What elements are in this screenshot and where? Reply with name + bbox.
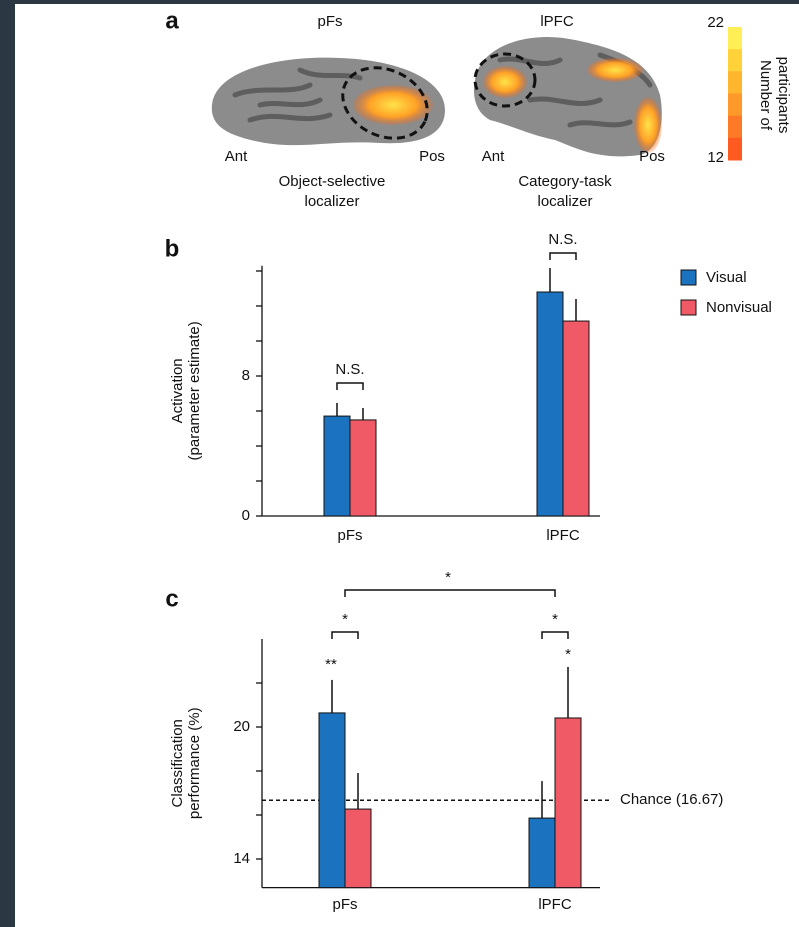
figure: 22 12 Number ofparticipants a pFs lPFC Ant… [0,0,799,927]
bar [555,718,581,888]
annotation: * [552,611,558,628]
caption: localizer [537,193,592,210]
panel-label: c [165,585,178,612]
colorbar-step [728,71,742,94]
bar [563,321,589,516]
direction-label: Ant [482,148,505,165]
bar [324,416,350,516]
x-tick-label: pFs [332,896,357,913]
colorbar-step [728,138,742,161]
x-tick-label: lPFC [538,896,572,913]
brain-title: lPFC [540,13,574,30]
direction-label: Pos [419,148,445,165]
annotation: N.S. [548,231,577,248]
y-tick-label: 20 [233,718,250,735]
legend-swatch [681,270,696,285]
caption: localizer [304,193,359,210]
annotation: * [565,646,571,663]
legend-swatch [681,300,696,315]
colorbar-label: participants [775,57,792,134]
direction-label: Pos [639,148,665,165]
colorbar-step [728,116,742,139]
annotation: ** [325,656,337,673]
bar [345,809,371,888]
caption: Object-selective [279,173,386,190]
x-tick-label: lPFC [546,527,580,544]
bar [537,292,563,516]
colorbar-step [728,27,742,50]
legend-label: Nonvisual [706,299,772,316]
bar [529,818,555,888]
panel-label: a [165,7,179,34]
brain-title: pFs [317,13,342,30]
y-axis-label: Activation [169,358,186,423]
annotation: N.S. [335,361,364,378]
colorbar-tick-label: 22 [707,14,724,31]
y-axis-label: (parameter estimate) [186,321,203,460]
y-tick-label: 8 [242,367,250,384]
y-axis-label: performance (%) [186,707,203,819]
colorbar-tick-label: 12 [707,149,724,166]
bar [350,420,376,516]
bar [319,713,345,888]
direction-label: Ant [225,148,248,165]
caption: Category-task [518,173,612,190]
y-tick-label: 14 [233,850,250,867]
x-tick-label: pFs [337,527,362,544]
page: { "panel_a": { "panel_label": "a", "left… [0,0,799,927]
colorbar-label: Number of [757,60,774,131]
y-tick-label: 0 [242,507,250,524]
annotation: * [445,569,451,586]
chance-label: Chance (16.67) [620,791,723,808]
panel-label: b [165,235,180,262]
y-axis-label: Classification [169,719,186,807]
colorbar-step [728,94,742,117]
legend-label: Visual [706,269,747,286]
figure-background [15,4,799,927]
annotation: * [342,611,348,628]
colorbar-step [728,49,742,72]
